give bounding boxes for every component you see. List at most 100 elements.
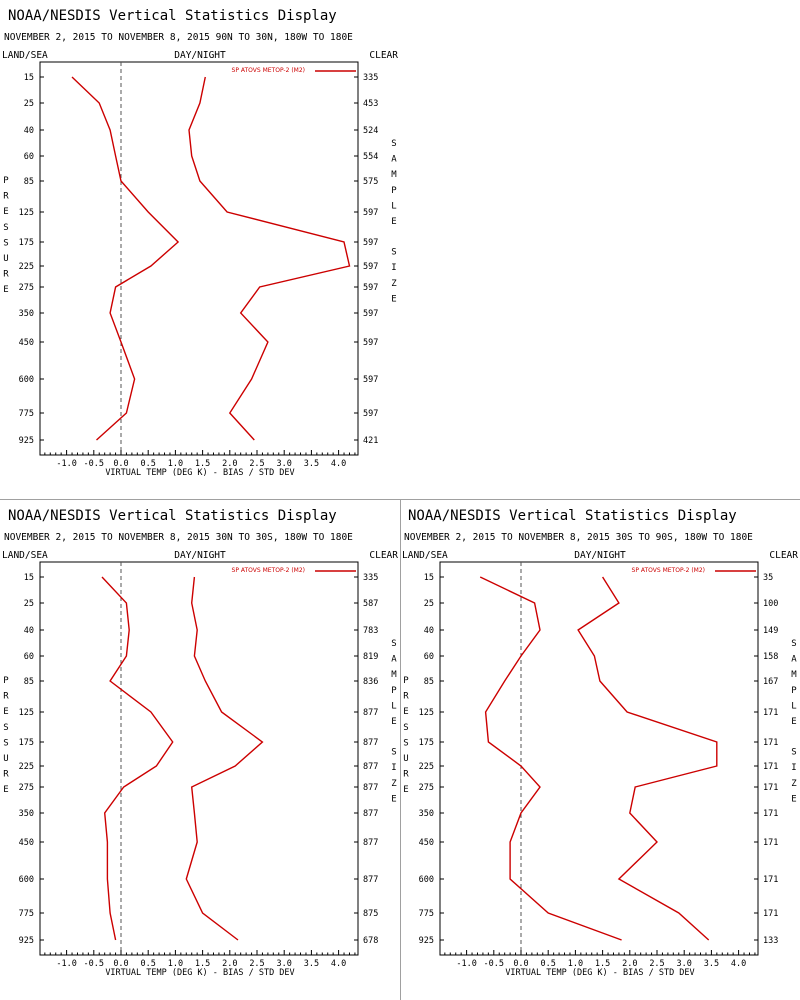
bias-series-line <box>101 576 174 941</box>
sample-size-label: 100 <box>763 599 778 609</box>
sample-size-label: 597 <box>363 409 378 419</box>
sample-size-label-letter: A <box>391 655 397 665</box>
vertical-divider <box>400 500 401 1000</box>
sample-size-label-letter: S <box>791 639 796 649</box>
x-tick-label: 3.5 <box>304 459 319 469</box>
sample-size-label: 597 <box>363 262 378 272</box>
pressure-level-label: 15 <box>24 573 34 583</box>
sample-size-label: 597 <box>363 208 378 218</box>
header-land-sea: LAND/SEA <box>2 50 48 61</box>
pressure-level-label: 85 <box>424 677 434 687</box>
sample-size-label: 335 <box>363 573 378 583</box>
sample-size-label: 877 <box>363 762 378 772</box>
plot-frame <box>439 561 759 956</box>
pressure-level-label: 775 <box>19 409 34 419</box>
y-axis-label-letter: S <box>403 738 408 748</box>
header-day-night: DAY/NIGHT <box>574 550 626 561</box>
sample-size-label: 171 <box>763 783 778 793</box>
pressure-level-label: 15 <box>24 73 34 83</box>
pressure-level-label: 450 <box>419 838 434 848</box>
y-axis-label-letter: E <box>403 707 408 717</box>
chart-subtitle: NOVEMBER 2, 2015 TO NOVEMBER 8, 2015 30S… <box>404 532 753 543</box>
pressure-level-label: 925 <box>419 936 434 946</box>
chart-panel-tropics: NOAA/NESDIS Vertical Statistics Display N… <box>0 500 400 1000</box>
y-axis-label-letter: U <box>3 254 8 264</box>
sample-size-label: 421 <box>363 436 378 446</box>
sample-size-label: 171 <box>763 875 778 885</box>
chart-svg: NOAA/NESDIS Vertical Statistics Display N… <box>2 508 398 978</box>
x-tick-label: 4.0 <box>331 959 346 969</box>
header-day-night: DAY/NIGHT <box>174 50 226 61</box>
x-tick-label: -1.0 <box>56 459 76 469</box>
sample-size-label: 836 <box>363 677 378 687</box>
pressure-level-label: 275 <box>19 283 34 293</box>
x-tick-label: 1.5 <box>595 959 610 969</box>
sample-size-label-letter: S <box>791 748 796 758</box>
pressure-level-label: 85 <box>24 677 34 687</box>
pressure-level-label: 775 <box>419 909 434 919</box>
sample-size-label: 597 <box>363 283 378 293</box>
sample-size-label: 524 <box>363 126 378 136</box>
sample-size-label: 877 <box>363 838 378 848</box>
sample-size-label-letter: E <box>391 717 396 727</box>
pressure-level-label: 450 <box>19 338 34 348</box>
sample-size-label: 819 <box>363 652 378 662</box>
pressure-level-label: 25 <box>424 599 434 609</box>
sample-size-label: 877 <box>363 783 378 793</box>
bias-series-line <box>479 576 622 941</box>
header-land-sea: LAND/SEA <box>402 550 448 561</box>
sample-size-label: 158 <box>763 652 778 662</box>
pressure-level-label: 125 <box>19 208 34 218</box>
y-axis-label-letter: P <box>3 176 9 186</box>
sample-size-label-letter: E <box>791 717 796 727</box>
y-axis-label-letter: S <box>3 223 8 233</box>
sample-size-label: 877 <box>363 809 378 819</box>
chart-title: NOAA/NESDIS Vertical Statistics Display <box>8 508 337 524</box>
sample-size-label: 171 <box>763 708 778 718</box>
x-tick-label: -1.0 <box>56 959 76 969</box>
sample-size-label: 167 <box>763 677 778 687</box>
sample-size-label-letter: M <box>791 670 797 680</box>
pressure-level-label: 775 <box>19 909 34 919</box>
header-day-night: DAY/NIGHT <box>174 550 226 561</box>
sample-size-label-letter: Z <box>391 279 397 289</box>
pressure-level-label: 60 <box>24 152 34 162</box>
pressure-level-label: 40 <box>424 626 434 636</box>
legend-label: SP ATOVS METOP-2 (M2) <box>232 67 305 74</box>
sample-size-label-letter: E <box>391 794 396 804</box>
sample-size-label: 453 <box>363 99 378 109</box>
pressure-level-label: 175 <box>19 738 34 748</box>
sample-size-label: 35 <box>763 573 773 583</box>
plot-frame <box>39 561 359 956</box>
pressure-level-label: 350 <box>419 809 434 819</box>
sample-size-label-letter: M <box>391 670 397 680</box>
sample-size-label: 171 <box>763 838 778 848</box>
std-dev-series-line <box>185 576 264 941</box>
y-axis-label-letter: R <box>403 692 409 702</box>
sample-size-label: 335 <box>363 73 378 83</box>
sample-size-label-letter: S <box>391 748 396 758</box>
chart-title: NOAA/NESDIS Vertical Statistics Display <box>8 8 337 24</box>
sample-size-label-letter: P <box>391 686 397 696</box>
pressure-level-label: 15 <box>424 573 434 583</box>
x-tick-label: 4.0 <box>331 459 346 469</box>
y-axis-label-letter: E <box>403 785 408 795</box>
pressure-level-label: 25 <box>24 599 34 609</box>
pressure-level-label: 225 <box>19 262 34 272</box>
pressure-level-label: 275 <box>419 783 434 793</box>
legend-label: SP ATOVS METOP-2 (M2) <box>232 567 305 574</box>
x-tick-label: 3.0 <box>277 959 292 969</box>
x-tick-label: 0.0 <box>513 959 528 969</box>
x-tick-label: 4.0 <box>731 959 746 969</box>
pressure-level-label: 60 <box>424 652 434 662</box>
chart-subtitle: NOVEMBER 2, 2015 TO NOVEMBER 8, 2015 30N… <box>4 532 353 543</box>
sample-size-label-letter: A <box>391 155 397 165</box>
sample-size-label: 587 <box>363 599 378 609</box>
y-axis-label-letter: S <box>3 238 8 248</box>
pressure-level-label: 25 <box>24 99 34 109</box>
sample-size-label-letter: E <box>391 294 396 304</box>
chart-panel-north: NOAA/NESDIS Vertical Statistics Display N… <box>0 0 400 500</box>
x-tick-label: 1.0 <box>168 959 183 969</box>
sample-size-label: 171 <box>763 909 778 919</box>
chart-title: NOAA/NESDIS Vertical Statistics Display <box>408 508 737 524</box>
